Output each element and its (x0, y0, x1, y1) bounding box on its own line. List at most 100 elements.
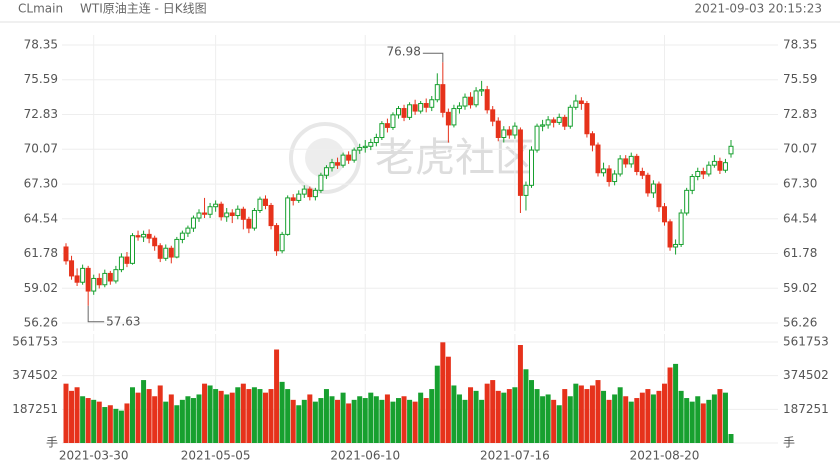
candle-body (540, 124, 546, 127)
y-tick-label-right: 67.30 (783, 177, 817, 191)
volume-bar (401, 396, 407, 443)
volume-bar (639, 392, 645, 443)
volume-bar (296, 405, 302, 443)
volume-bar (357, 396, 363, 443)
volume-bar (329, 396, 335, 443)
candle-body (329, 162, 335, 169)
candle-body (202, 212, 208, 215)
volume-tick-label: 手 (46, 436, 58, 450)
candle-body (213, 203, 219, 208)
volume-bar (190, 398, 196, 443)
y-tick-label: 75.59 (24, 72, 58, 86)
candle-body (362, 145, 368, 149)
chart-title: WTI原油主连 - 日K线图 (80, 1, 207, 16)
candle-body (91, 277, 97, 292)
volume-bar (301, 399, 307, 443)
volume-bar (174, 405, 180, 443)
volume-bar (307, 394, 313, 443)
candle-body (573, 100, 579, 108)
volume-bar (545, 394, 551, 443)
candle-body (695, 170, 701, 178)
volume-bar (279, 381, 285, 443)
candle-body (722, 162, 728, 171)
volume-bar (673, 363, 679, 443)
volume-bar (146, 389, 152, 443)
y-tick-label-right: 75.59 (783, 72, 817, 86)
volume-bar (396, 398, 401, 443)
candle-body (650, 183, 656, 194)
volume-bar (462, 399, 468, 443)
candle-body (434, 84, 440, 101)
candle-body (645, 174, 651, 194)
candle-body (63, 246, 69, 262)
volume-bar (562, 389, 568, 443)
volume-bar (495, 390, 501, 443)
candle-body (301, 188, 307, 195)
volume-bar (728, 434, 734, 443)
candle-body (357, 147, 363, 151)
volume-bar (456, 394, 462, 443)
volume-bar (168, 394, 174, 443)
volume-bar (312, 401, 318, 443)
candle-body (501, 129, 507, 138)
candle-body (246, 218, 252, 229)
candle-body (684, 189, 690, 214)
y-tick-label-right: 78.35 (783, 38, 817, 52)
min-leader (87, 305, 105, 323)
candle-body (639, 170, 645, 176)
candle-body (506, 129, 512, 136)
candle-body (174, 238, 180, 258)
volume-bar (589, 385, 595, 443)
volume-bar (107, 405, 113, 443)
volume-bar (96, 401, 102, 443)
candle-body (667, 221, 673, 248)
volume-bar (423, 398, 429, 443)
symbol: CLmain (18, 2, 63, 16)
candle-body (617, 158, 623, 175)
volume-bar (684, 398, 690, 443)
volume-tick-label-right: 561753 (783, 335, 829, 349)
y-tick-label: 61.78 (24, 246, 58, 260)
candle-body (407, 104, 413, 118)
volume-bar (534, 389, 540, 443)
min-label: 57.63 (106, 314, 140, 328)
volume-bar (257, 389, 263, 443)
volume-bar (634, 398, 640, 443)
volume-bar (601, 390, 607, 443)
volume-bar (418, 392, 424, 443)
volume-bar (157, 385, 163, 443)
y-tick-label: 64.54 (24, 211, 58, 225)
candle-body (656, 183, 662, 208)
volume-bar (85, 398, 91, 443)
volume-bar (711, 394, 717, 443)
candle-body (163, 247, 169, 259)
candle-body (396, 108, 401, 116)
y-tick-label: 67.30 (24, 177, 58, 191)
candle-body (379, 123, 385, 138)
candle-body (479, 89, 485, 92)
candle-body (351, 149, 357, 161)
volume-bar (335, 399, 341, 443)
candle-body (468, 96, 474, 106)
candle-body (512, 125, 518, 136)
volume-bar (512, 387, 518, 443)
volume-bar (384, 394, 390, 443)
volume-tick-label-right: 187251 (783, 402, 829, 416)
y-tick-label-right: 72.83 (783, 107, 817, 121)
candle-body (190, 217, 196, 229)
candle-body (185, 227, 191, 234)
volume-bar (722, 392, 728, 443)
candle-body (589, 133, 595, 146)
volume-bar (390, 401, 396, 443)
volume-bar (451, 385, 457, 443)
volume-bar (567, 396, 573, 443)
candle-body (196, 212, 202, 219)
volume-bar (429, 389, 435, 443)
candle-body (74, 275, 80, 283)
volume-bar (113, 408, 119, 443)
candle-body (545, 119, 551, 126)
candle-body (179, 232, 185, 240)
volume-tick-label: 374502 (12, 368, 58, 382)
candle-body (440, 84, 446, 113)
candle-body (340, 154, 346, 166)
